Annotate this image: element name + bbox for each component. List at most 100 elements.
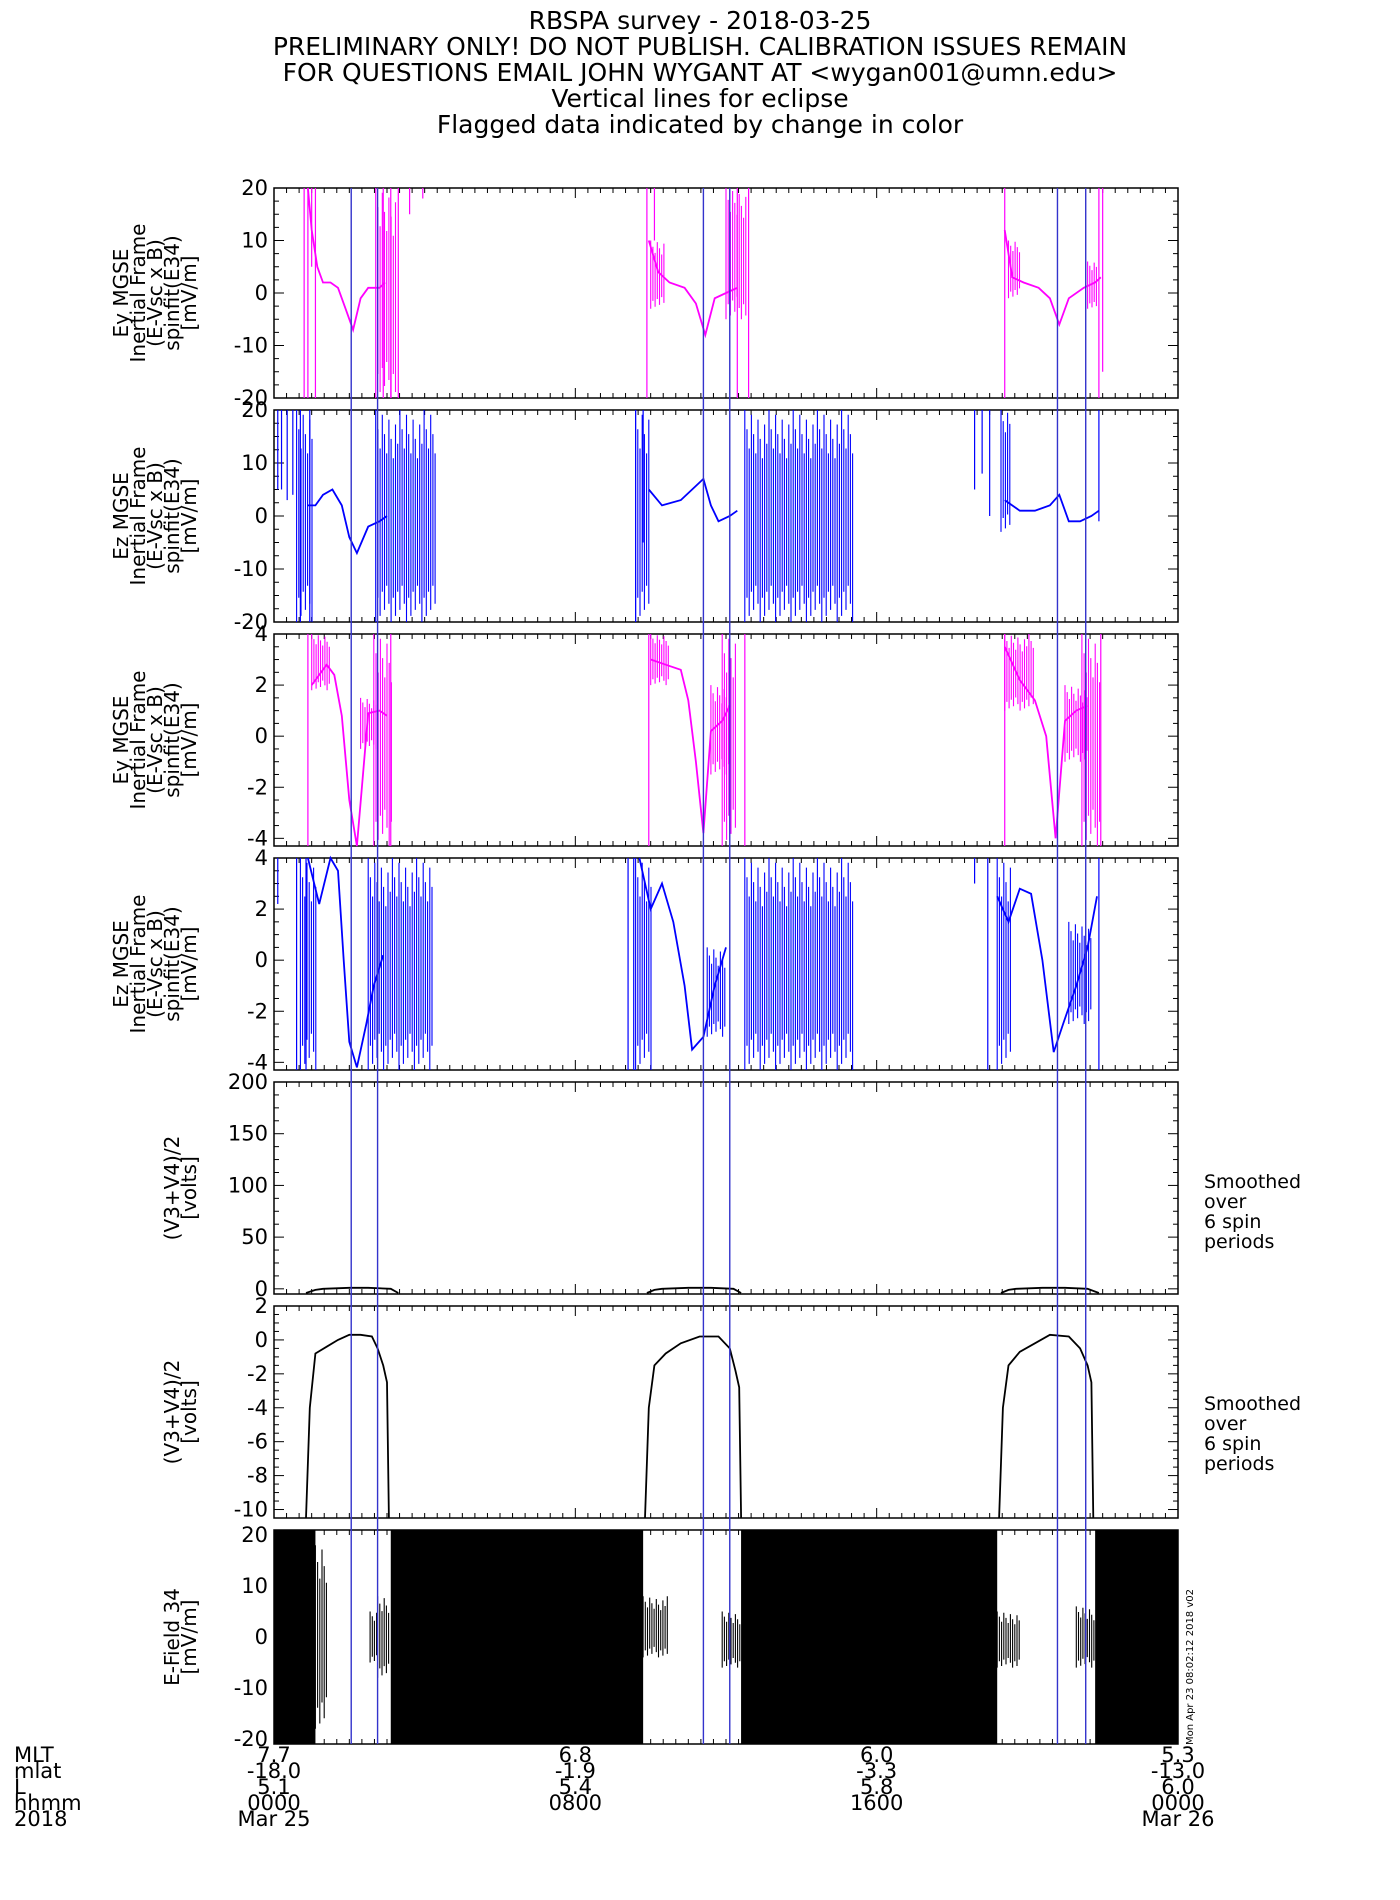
panel-3-series-line <box>638 857 727 1052</box>
panel-5-note-line: 6 spin <box>1204 1433 1261 1455</box>
panel-2-ylabel-line: spinfit(E34) <box>160 682 184 797</box>
panel-1-ytick-label: 10 <box>241 451 268 475</box>
panel-2-ytick-label: 4 <box>255 622 268 646</box>
title-line-0: RBSPA survey - 2018-03-25 <box>528 6 872 35</box>
panel-3-ytick-label: -4 <box>247 1050 268 1074</box>
panel-3-ylabel-line: [mV/m] <box>177 927 201 1002</box>
footer-value: 5.8 <box>860 1775 893 1799</box>
title-line-2: FOR QUESTIONS EMAIL JOHN WYGANT AT <wyga… <box>282 58 1118 87</box>
panel-4-series-line <box>1000 1286 1100 1294</box>
footer-value: 6.8 <box>559 1743 592 1767</box>
panel-4-ytick-label: 200 <box>228 1070 268 1094</box>
panel-1-noise-band <box>1000 410 1011 532</box>
panel-3-ytick-label: 0 <box>255 948 268 972</box>
panel-0-ylabel-line: Ey MGSE <box>109 249 133 338</box>
panel-0-noise-band <box>725 188 747 320</box>
panel-5-ytick-label: 2 <box>255 1294 268 1318</box>
panel-6-ytick-label: -20 <box>234 1727 268 1751</box>
panel-0-ytick-label: 0 <box>255 281 268 305</box>
panel-2-noise-band <box>1081 634 1101 846</box>
panel-4-frame <box>273 1081 1179 1295</box>
panel-3-ylabel-line: Inertial Frame <box>126 895 150 1034</box>
panel-2-noise-band <box>1004 634 1034 711</box>
panel-3-ytick-label: 4 <box>255 846 268 870</box>
panel-6-fill-block <box>390 1530 644 1744</box>
panel-5-note-line: over <box>1204 1413 1247 1435</box>
panel-3-noise-band <box>996 858 1011 1070</box>
panel-2-ytick-label: 2 <box>255 673 268 697</box>
panel-2-ytick-label: 0 <box>255 724 268 748</box>
panel-6-noise-band <box>314 1545 327 1729</box>
footer-value: -18.0 <box>247 1759 301 1783</box>
panel-3-ylabel-line: Ez MGSE <box>109 920 133 1008</box>
panel-6-ytick-label: 0 <box>255 1625 268 1649</box>
panel-2-series-line <box>650 658 731 834</box>
panel-2-ylabel-line: Inertial Frame <box>126 671 150 810</box>
panel-1-ytick-label: 0 <box>255 504 268 528</box>
footer-value: 7.7 <box>257 1743 290 1767</box>
footer-row-label: 2018 <box>14 1807 67 1831</box>
footer-value: -1.9 <box>555 1759 596 1783</box>
footer-value: 0800 <box>549 1791 602 1815</box>
panel-2-ytick-label: -2 <box>247 775 268 799</box>
panel-4-ytick-label: 0 <box>255 1277 268 1301</box>
footer-value: -13.0 <box>1151 1759 1205 1783</box>
panel-5-ylabel-line: [volts] <box>177 1380 201 1444</box>
panel-5-ytick-label: -10 <box>234 1498 268 1522</box>
panel-6-fill-block <box>1095 1530 1178 1744</box>
panel-4-note-line: 6 spin <box>1204 1211 1261 1233</box>
panel-1-series-line <box>1004 493 1100 523</box>
panel-6-noise-band <box>642 1596 668 1658</box>
panel-1-noise-band <box>375 410 436 622</box>
panel-1-series-line <box>648 477 738 523</box>
panel-4-series-line <box>646 1286 742 1294</box>
panel-5-ytick-label: -2 <box>247 1362 268 1386</box>
panel-1-noise-band <box>744 410 854 622</box>
panel-0-ytick-label: -20 <box>234 386 268 410</box>
panel-3-series-line <box>307 855 385 1068</box>
panel-6-noise-band <box>377 1596 390 1678</box>
panel-4-ytick-label: 100 <box>228 1173 268 1197</box>
footer-row-label: hhmm <box>14 1791 82 1815</box>
panel-5-series-line <box>998 1333 1095 1519</box>
panel-2-noise-band <box>721 634 736 846</box>
panel-0-ylabel-line: spinfit(E34) <box>160 235 184 350</box>
footer-row-label: MLT <box>14 1743 54 1767</box>
panel-6-fill-block <box>741 1530 998 1744</box>
panel-5-ytick-label: -4 <box>247 1396 268 1420</box>
panel-5-frame <box>273 1305 1179 1519</box>
panel-1-ylabel-line: [mV/m] <box>177 479 201 554</box>
panel-3-ylabel-line: (E-Vsc x B) <box>143 910 167 1018</box>
panel-0-noise-band <box>375 188 397 398</box>
footer-value: 6.0 <box>1161 1775 1194 1799</box>
panel-0-series-line <box>1003 229 1102 328</box>
panel-6-noise-band <box>996 1611 1020 1668</box>
footer-row-label: mlat <box>14 1759 61 1783</box>
panel-6-side-stamp: Mon Apr 23 08:02:12 2018 v02 <box>1185 1589 1196 1745</box>
panel-5-ylabel-line: (V3+V4)/2 <box>160 1360 184 1465</box>
panel-5-ytick-label: -6 <box>247 1430 268 1454</box>
footer-value: 0000 <box>247 1791 300 1815</box>
panel-4-note-line: over <box>1204 1191 1247 1213</box>
panel-5-series-line <box>305 1333 390 1519</box>
panel-6-fill-block <box>274 1530 316 1744</box>
title-line-1: PRELIMINARY ONLY! DO NOT PUBLISH. CALIBR… <box>272 32 1128 61</box>
panel-2-series-line <box>310 663 388 847</box>
panel-6-ytick-label: 20 <box>241 1523 268 1547</box>
panel-6-ylabel-line: E-Field 34 <box>160 1588 184 1686</box>
panel-6-noise-band <box>369 1611 378 1663</box>
panel-2-ylabel-line: Ey MGSE <box>109 696 133 785</box>
panel-5-note-line: Smoothed <box>1204 1393 1301 1415</box>
title-line-4: Flagged data indicated by change in colo… <box>436 110 964 139</box>
footer-value: 5.3 <box>1161 1743 1194 1767</box>
footer-value: 5.4 <box>559 1775 592 1799</box>
panel-1-ytick-label: -20 <box>234 610 268 634</box>
panel-5-ytick-label: -8 <box>247 1464 268 1488</box>
panel-3-noise-band <box>635 858 652 1070</box>
panel-0-ylabel-line: Inertial Frame <box>126 224 150 363</box>
panel-6-noise-band <box>721 1611 741 1668</box>
panel-5-ytick-label: 0 <box>255 1328 268 1352</box>
panel-4-ytick-label: 150 <box>228 1122 268 1146</box>
panel-0-ytick-label: 10 <box>241 229 268 253</box>
panel-5-note-line: periods <box>1204 1453 1274 1475</box>
